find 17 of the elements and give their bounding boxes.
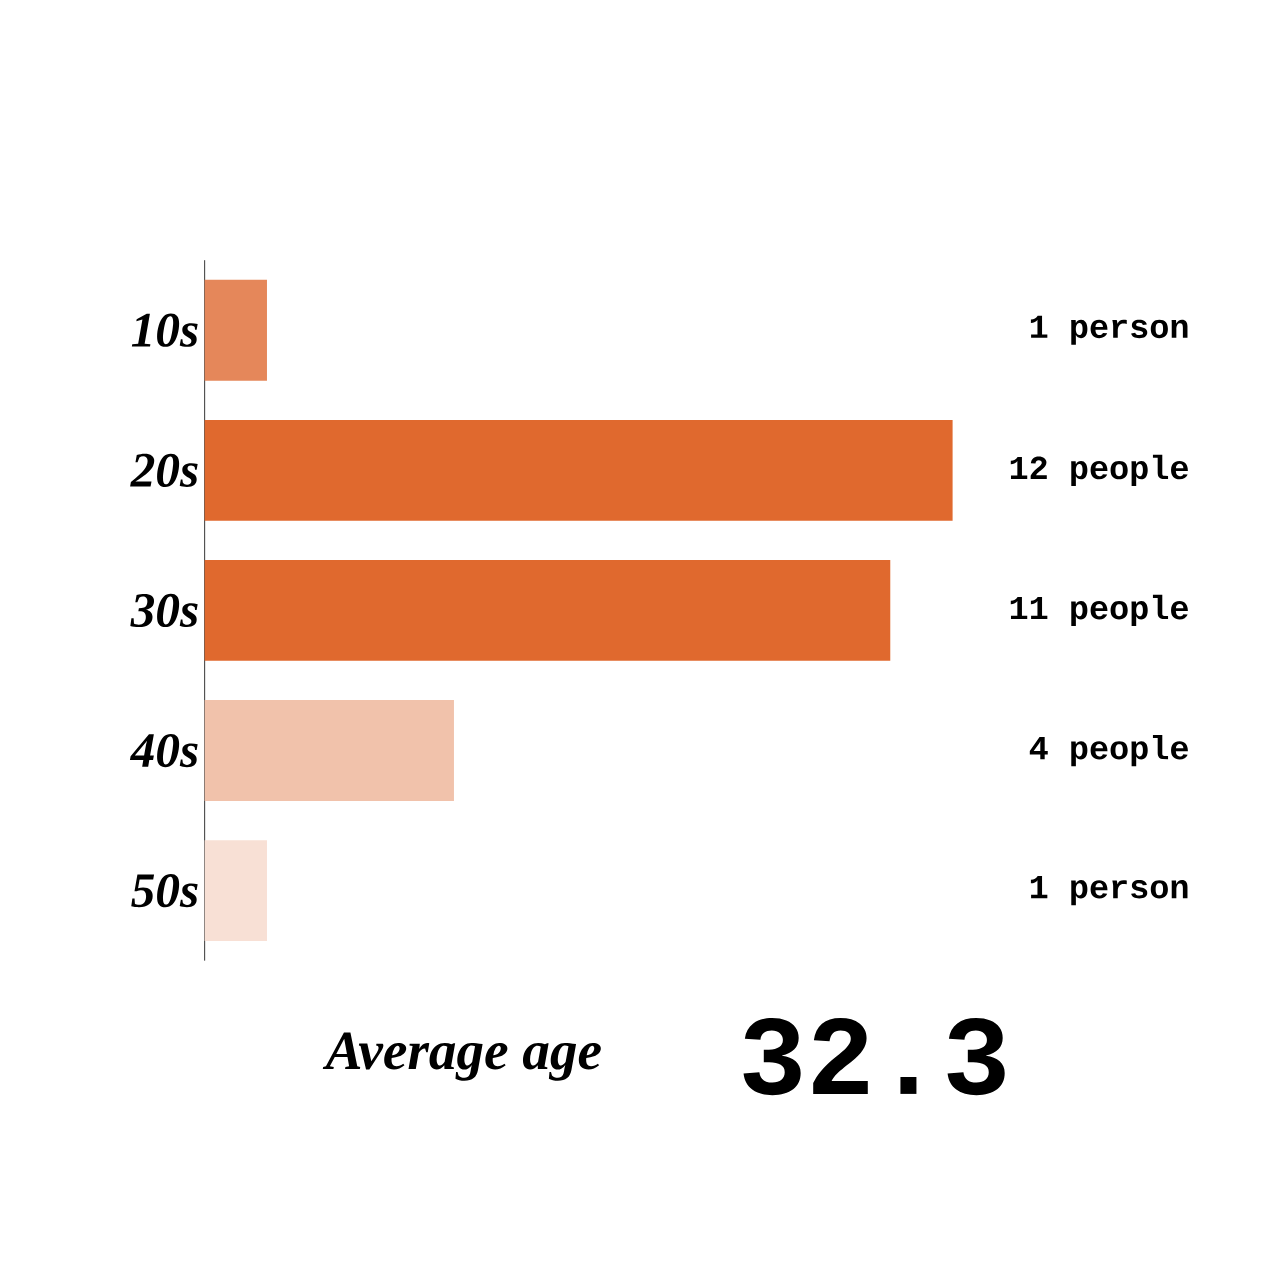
data-label: 1 person [1030,315,1188,345]
data-label: 11 people [1010,594,1188,626]
bar [204,279,267,381]
bar [204,559,891,661]
data-label: 12 people [1010,454,1188,486]
bar [204,419,953,521]
y-tick-label: 20s [130,453,198,487]
data-label: 1 person [1030,875,1188,905]
y-tick-label: 30s [130,593,198,627]
y-tick-label: 50s [131,873,198,908]
bar [204,840,267,941]
data-label: 4 people [1029,734,1188,766]
y-tick-label: 40s [129,733,198,767]
text: Average age [322,1032,601,1081]
bar [204,699,454,801]
y-tick-label: 10s [131,313,198,347]
text: 32.3 [743,1017,1005,1096]
